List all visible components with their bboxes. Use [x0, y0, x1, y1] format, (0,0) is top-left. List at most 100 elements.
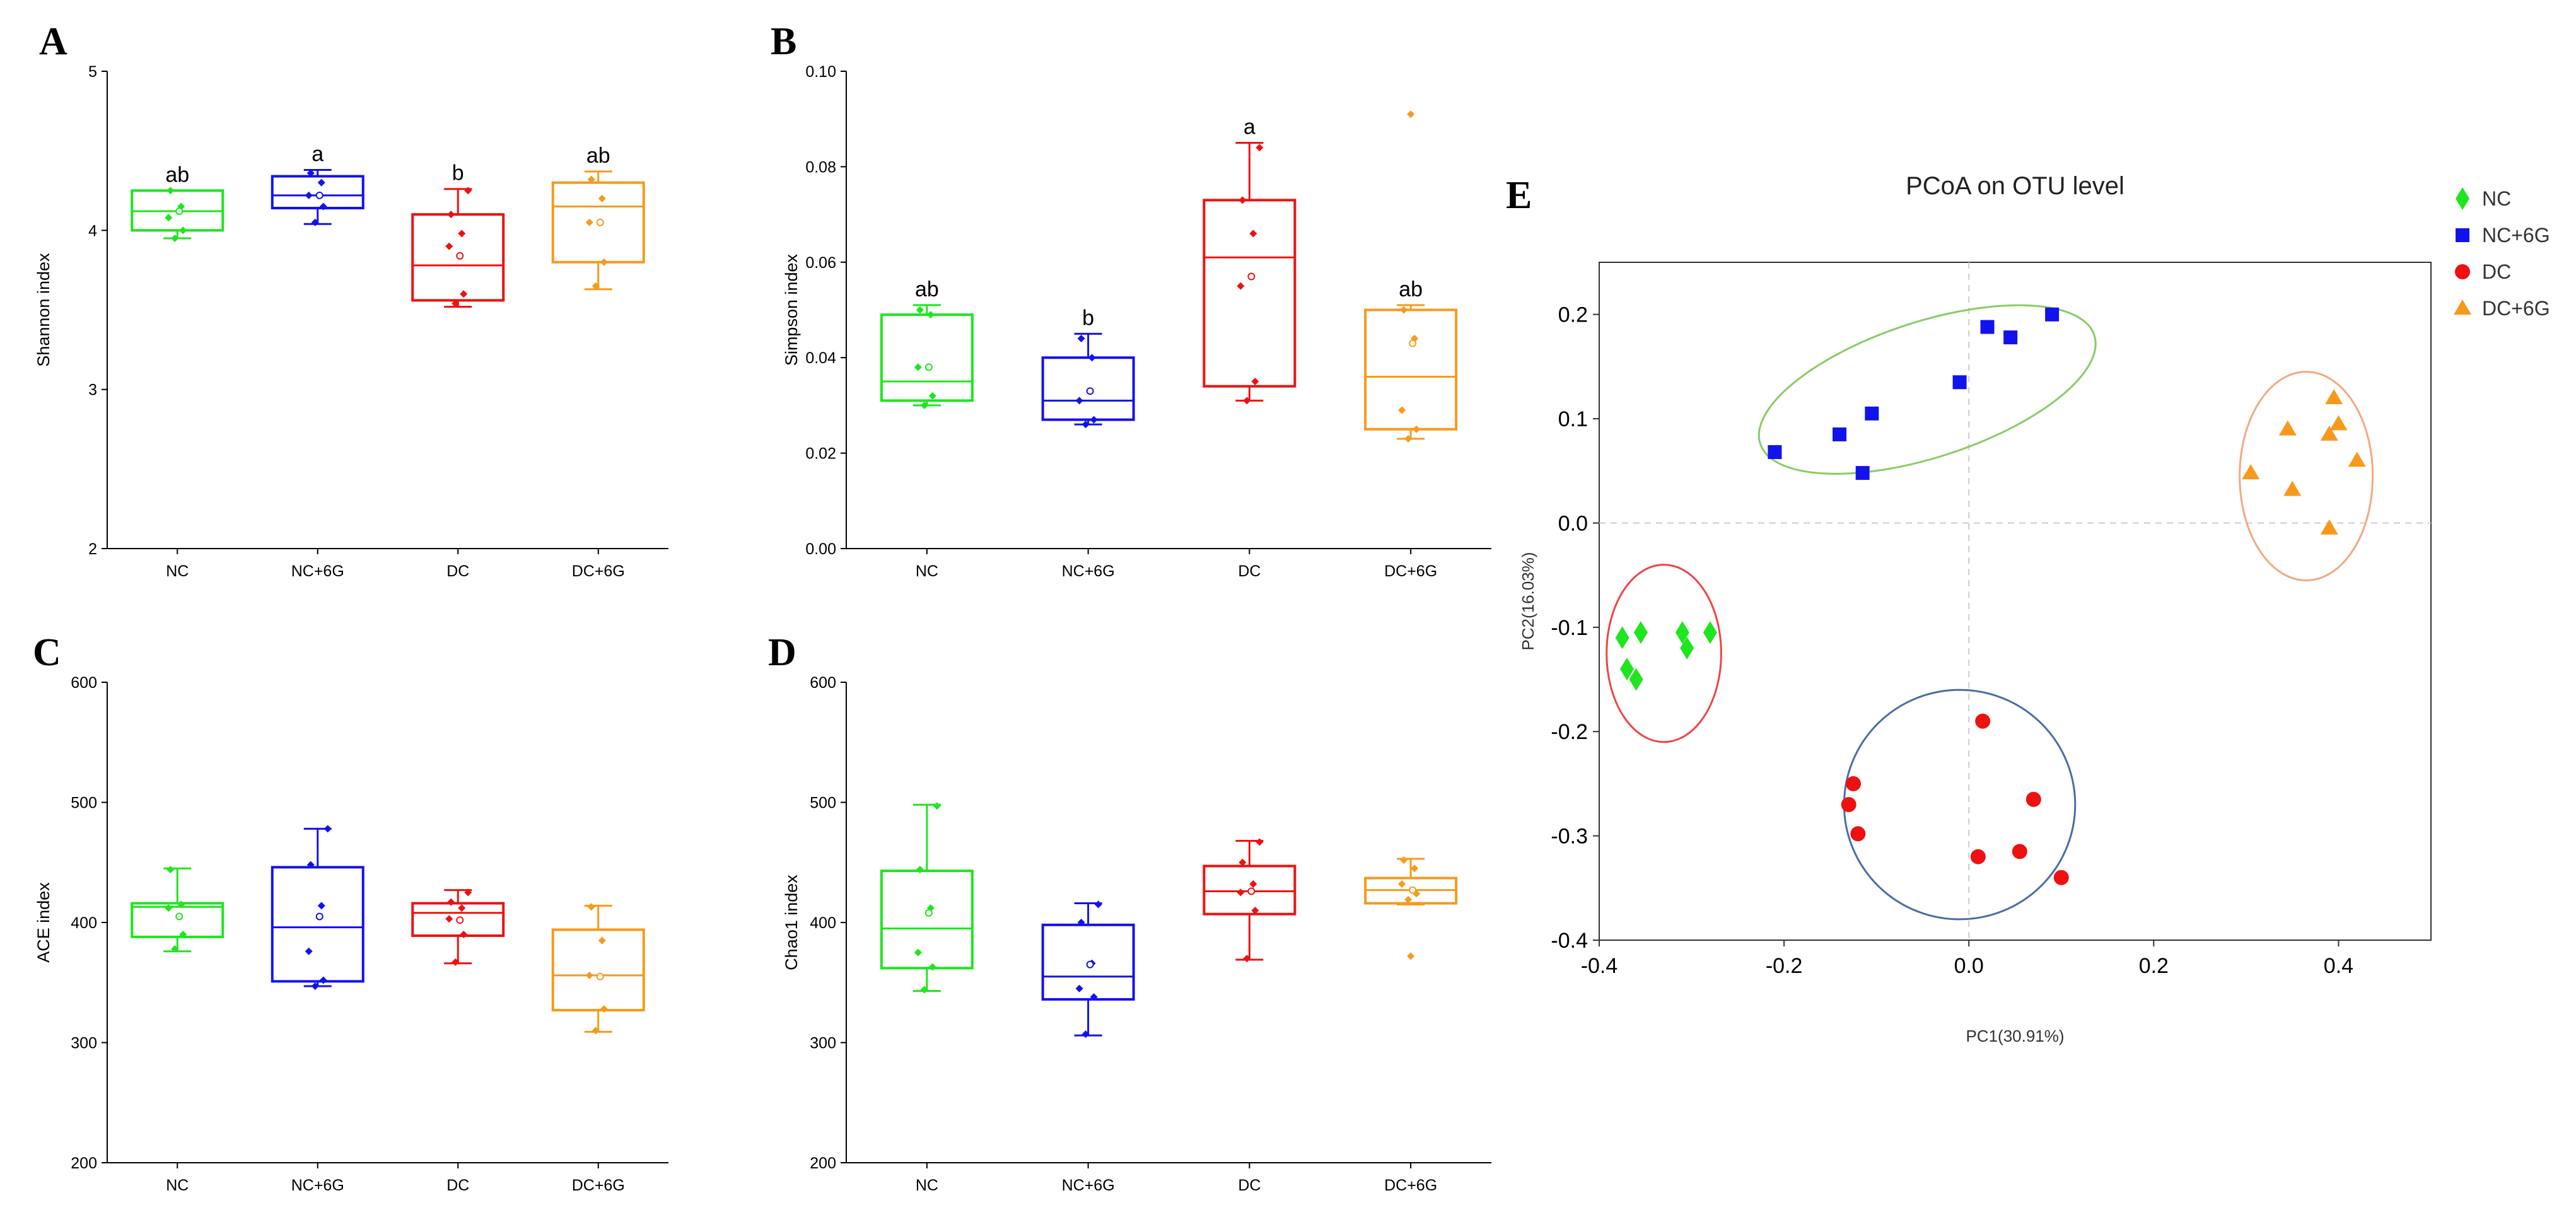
data-point [445, 242, 453, 250]
data-point [2003, 330, 2018, 345]
y-tick-label: 0.2 [1558, 303, 1588, 327]
iqr-box [131, 902, 224, 938]
y-tick-label: 500 [810, 794, 836, 812]
data-point [447, 211, 455, 219]
data-point [1633, 621, 1648, 644]
x-tick-label: NC+6G [291, 1177, 344, 1194]
panel-letter-a: A [39, 20, 67, 63]
data-point [319, 202, 327, 211]
data-point [165, 214, 173, 222]
y-tick-label: 0.04 [805, 349, 836, 367]
data-point [452, 958, 460, 966]
x-tick-label: NC+6G [1062, 562, 1115, 580]
y-tick-label: 2 [88, 540, 97, 558]
data-point [1411, 864, 1419, 873]
data-point [1980, 320, 1995, 334]
data-point [1256, 144, 1264, 152]
iqr-box [1364, 308, 1458, 431]
significance-letter: ab [915, 277, 939, 301]
x-tick-label: DC [1238, 1177, 1261, 1194]
y-tick-label: 0.1 [1558, 407, 1588, 431]
data-point [165, 904, 173, 912]
legend-entry: DC+6G [2482, 297, 2550, 320]
data-point [600, 258, 608, 266]
y-tick-label: 400 [810, 914, 836, 932]
data-point [1404, 895, 1413, 904]
mean-marker [596, 972, 604, 981]
data-point [311, 982, 319, 990]
confidence-ellipse [2239, 371, 2374, 581]
data-point [1833, 427, 1847, 441]
data-point [2025, 791, 2041, 807]
data-point [1400, 306, 1408, 314]
y-tick-label: -0.4 [1551, 929, 1588, 953]
y-tick-label: 5 [88, 63, 97, 81]
data-point [598, 194, 606, 202]
data-point [1088, 354, 1096, 362]
y-tick-label: 0.06 [805, 254, 836, 272]
iqr-box [411, 213, 505, 302]
data-point [1256, 838, 1264, 846]
data-point [920, 986, 928, 994]
mean-marker [1409, 339, 1417, 347]
x-tick-label: 0.0 [1954, 954, 1984, 978]
iqr-box [880, 870, 974, 970]
significance-letter: b [452, 161, 464, 185]
simpson-boxplot: 0.00 0.02 0.04 0.06 0.08 0.10 Simpson index NC a… [782, 63, 1491, 580]
mean-marker [1086, 960, 1094, 969]
data-point [1850, 826, 1866, 842]
y-tick-label: 0.08 [805, 158, 836, 176]
data-point [2278, 420, 2297, 436]
data-point [928, 392, 936, 400]
data-point [306, 861, 315, 869]
data-point [1075, 984, 1083, 992]
data-point [1703, 621, 1717, 644]
panel-letter-c: C [33, 631, 61, 674]
panel-letter-d: D [768, 631, 796, 674]
x-tick-label: 0.2 [2139, 954, 2169, 978]
y-tick-label: 500 [71, 794, 97, 812]
data-point [1615, 626, 1629, 649]
data-point [311, 218, 319, 226]
data-point [1077, 334, 1085, 342]
confidence-ellipse [1606, 564, 1722, 743]
legend-marker [2454, 300, 2471, 315]
x-tick-label: NC [916, 1177, 938, 1194]
data-point [2325, 389, 2343, 404]
significance-letter: ab [165, 163, 189, 187]
x-axis-label: PC1(30.91%) [1966, 1027, 2064, 1045]
data-point [1249, 880, 1257, 888]
y-tick-label: -0.2 [1551, 720, 1588, 744]
data-point [1398, 880, 1406, 888]
data-point [460, 290, 468, 298]
data-point [1629, 668, 1643, 691]
data-point [592, 282, 600, 290]
mean-marker [315, 191, 323, 199]
data-point [926, 311, 935, 319]
mean-marker [175, 912, 184, 921]
data-point [2012, 844, 2027, 859]
mean-marker [456, 252, 464, 260]
iqr-box [1041, 923, 1135, 1001]
data-point [1237, 282, 1245, 290]
x-tick-label: -0.4 [1581, 954, 1618, 978]
y-tick-label: 200 [810, 1155, 836, 1172]
legend-entry: NC+6G [2482, 224, 2550, 247]
data-point [323, 825, 332, 833]
x-tick-label: DC [1238, 562, 1261, 580]
y-tick-label: 600 [810, 674, 836, 692]
data-point [1090, 416, 1098, 424]
legend-entry: NC [2482, 187, 2511, 210]
data-point [458, 904, 466, 912]
data-point [1238, 858, 1247, 866]
x-tick-label: NC+6G [1062, 1177, 1115, 1194]
significance-letter: ab [586, 144, 610, 168]
data-point [447, 898, 455, 906]
data-point [1398, 406, 1406, 414]
legend-marker [2456, 228, 2469, 242]
data-point [464, 187, 472, 195]
x-tick-label: -0.2 [1766, 954, 1803, 978]
data-point [1094, 900, 1102, 909]
iqr-box [271, 175, 364, 210]
